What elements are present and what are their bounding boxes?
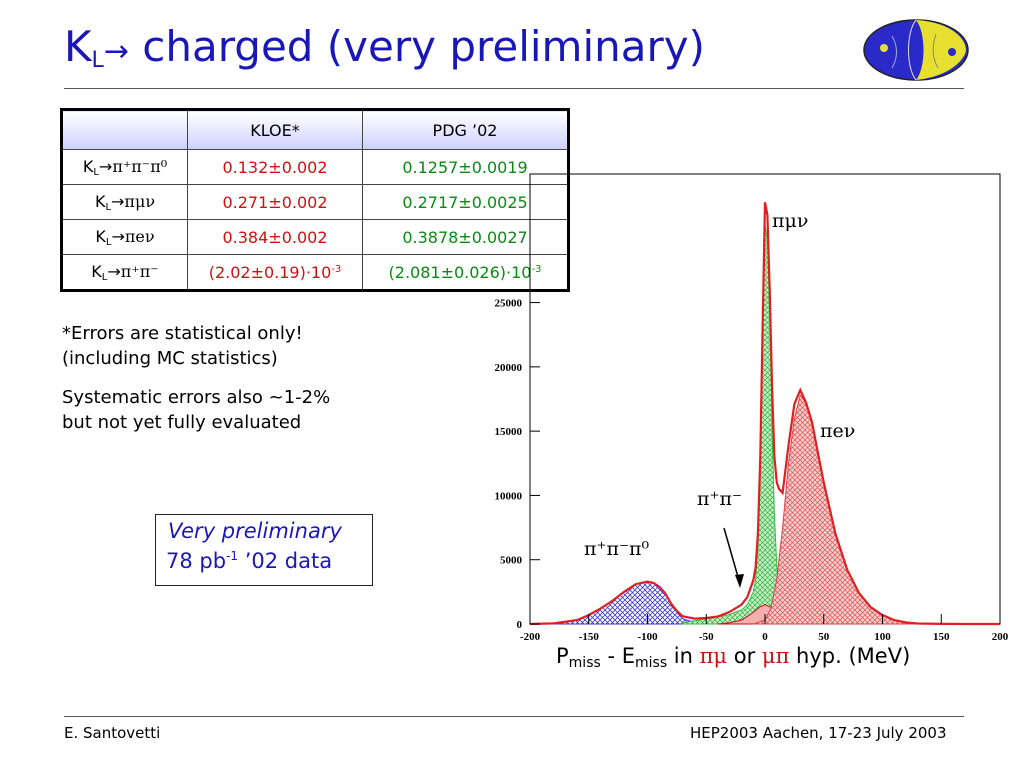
pmiss-emiss-histogram: 0 5000 10000 15000 20000 25000 -200 -150 -100 -5…	[470, 170, 1010, 650]
title-divider	[64, 88, 964, 89]
x-tick-label: -150	[579, 631, 600, 643]
row-label: KL→π⁺π⁻	[61, 254, 188, 291]
table-header-row: KLOE* PDG ’02	[61, 109, 569, 150]
footer-divider	[64, 716, 964, 717]
y-tick-label: 10000	[495, 490, 523, 502]
y-tick-label: 0	[517, 619, 523, 631]
note-systematic: Systematic errors also ~1-2%	[62, 387, 331, 408]
peak-label-pimunu: πμν	[772, 210, 809, 232]
note-mc-statistics: (including MC statistics)	[62, 348, 278, 369]
x-axis-title: Pmiss - Emiss in πμ or μπ hyp. (MeV)	[556, 644, 911, 671]
preliminary-box: Very preliminary 78 pb-1 ’02 data	[155, 514, 373, 586]
luminosity-label: 78 pb-1 ’02 data	[166, 549, 333, 573]
x-tick-label: -50	[699, 631, 714, 643]
pdg-value: 0.3878±0.0027	[362, 219, 569, 255]
footer-conference: HEP2003 Aachen, 17-23 July 2003	[690, 724, 947, 742]
kloe-value: (2.02±0.19)·10-3	[187, 254, 363, 291]
y-tick-label: 5000	[500, 555, 523, 567]
table-row: KL→πμν 0.271±0.002 0.2717±0.0025	[61, 184, 569, 220]
pdg-value: 0.1257±0.0019	[362, 149, 569, 185]
kloe-value: 0.271±0.002	[187, 184, 363, 220]
x-tick-label: 200	[992, 631, 1009, 643]
row-label: KL→πeν	[61, 219, 188, 255]
note-errors-statistical: *Errors are statistical only!	[62, 323, 303, 344]
preliminary-label: Very preliminary	[168, 519, 342, 543]
row-label: KL→π⁺π⁻π⁰	[61, 149, 188, 185]
results-table: KLOE* PDG ’02 KL→π⁺π⁻π⁰ 0.132±0.002 0.12…	[60, 108, 570, 292]
row-label: KL→πμν	[61, 184, 188, 220]
table-row: KL→π⁺π⁻ (2.02±0.19)·10-3 (2.081±0.026)·1…	[61, 254, 569, 291]
x-tick-label: 150	[933, 631, 950, 643]
pipipi0-component	[529, 581, 707, 625]
kloe-logo	[862, 18, 970, 82]
peak-label-pipipi0: π⁺π⁻π⁰	[584, 538, 650, 560]
table-row: KL→πeν 0.384±0.002 0.3878±0.0027	[61, 219, 569, 255]
histogram-svg: 0 5000 10000 15000 20000 25000 -200 -150 -100 -5…	[495, 173, 1009, 643]
x-tick-label: 100	[874, 631, 891, 643]
note-not-evaluated: but not yet fully evaluated	[62, 412, 302, 433]
pdg-value: 0.2717±0.0025	[362, 184, 569, 220]
peak-label-pienu: πeν	[820, 420, 856, 442]
pipi-arrow	[723, 527, 741, 585]
kloe-value: 0.132±0.002	[187, 149, 363, 185]
pdg-value: (2.081±0.026)·10-3	[362, 254, 569, 291]
y-tick-label: 25000	[495, 298, 523, 310]
x-tick-label: -200	[520, 631, 541, 643]
page-title: KL→ charged (very preliminary)	[64, 22, 705, 73]
x-tick-label: 0	[762, 631, 768, 643]
table-header-kloe: KLOE*	[187, 109, 363, 150]
footer-author: E. Santovetti	[64, 724, 161, 742]
y-tick-label: 15000	[495, 426, 523, 438]
peak-label-pipi: π⁺π⁻	[697, 488, 743, 510]
table-header-corner	[61, 109, 188, 150]
kloe-value: 0.384±0.002	[187, 219, 363, 255]
x-tick-label: -100	[637, 631, 658, 643]
pipi-arrow-head	[735, 574, 744, 588]
x-tick-label: 50	[818, 631, 830, 643]
y-tick-label: 20000	[495, 362, 523, 374]
table-header-pdg: PDG ’02	[362, 109, 569, 150]
total-fit-line	[529, 202, 1000, 626]
